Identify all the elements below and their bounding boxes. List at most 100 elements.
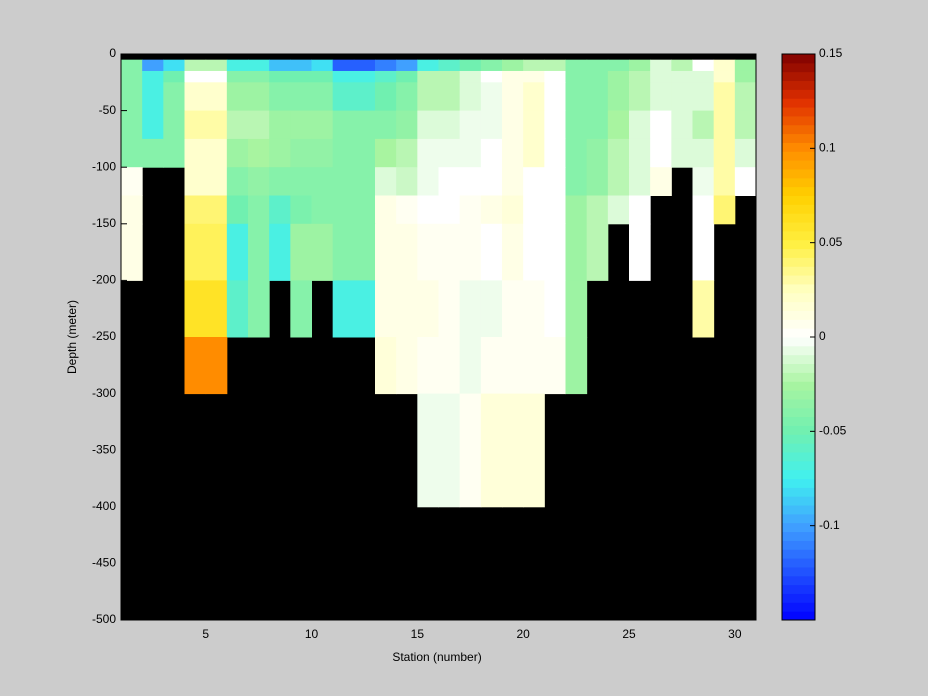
heatmap-cell: [353, 138, 376, 168]
heatmap-cell: [375, 223, 397, 281]
heatmap-cell: [713, 110, 736, 140]
heatmap-cell: [290, 167, 312, 196]
heatmap-cell: [269, 110, 291, 140]
heatmap-cell: [248, 280, 270, 338]
heatmap-cell: [459, 223, 482, 281]
heatmap-cell: [163, 138, 185, 168]
y-tick-label: -300: [92, 386, 116, 400]
colorbar-step: [782, 337, 815, 347]
heatmap-cell: [544, 59, 566, 72]
heatmap-cell: [121, 195, 143, 225]
colorbar-step: [782, 195, 815, 205]
heatmap-cell: [396, 70, 418, 83]
colorbar-step: [782, 584, 815, 594]
heatmap-cell: [480, 195, 503, 225]
colorbar-step: [782, 89, 815, 99]
heatmap-cell: [692, 167, 715, 196]
heatmap-cell: [417, 393, 439, 508]
heatmap-cell: [565, 337, 588, 395]
heatmap-cell: [734, 82, 757, 112]
colorbar-step: [782, 54, 815, 64]
heatmap-cell: [650, 138, 672, 168]
heatmap-cell: [121, 110, 143, 140]
heatmap-cell: [311, 223, 334, 281]
heatmap-cell: [502, 337, 524, 395]
heatmap-cell: [396, 337, 418, 395]
heatmap-cell: [375, 110, 397, 140]
heatmap-cell: [311, 59, 334, 72]
heatmap-cell: [353, 110, 376, 140]
heatmap-cell: [692, 138, 715, 168]
heatmap-cell: [523, 82, 545, 112]
colorbar-step: [782, 416, 815, 426]
heatmap-cell: [269, 70, 291, 83]
colorbar-step: [782, 275, 815, 285]
colorbar-step: [782, 160, 815, 170]
y-tick-label: -400: [92, 499, 116, 513]
heatmap-cell: [438, 167, 461, 196]
colorbar-step: [782, 513, 815, 524]
heatmap-cell: [417, 59, 439, 72]
heatmap-cell: [544, 167, 566, 196]
heatmap-cell: [607, 110, 630, 140]
colorbar-step: [782, 319, 815, 329]
heatmap-cell: [629, 167, 651, 196]
heatmap-cell: [480, 280, 503, 338]
heatmap-cell: [142, 138, 164, 168]
heatmap-cell: [184, 82, 207, 112]
x-tick-label: 5: [202, 627, 209, 641]
heatmap-cell: [502, 70, 524, 83]
heatmap-cell: [544, 223, 566, 281]
y-tick-label: -200: [92, 273, 116, 287]
heatmap-cell: [692, 70, 715, 83]
heatmap-cell: [332, 70, 355, 83]
colorbar-step: [782, 460, 815, 471]
heatmap-cell: [226, 223, 249, 281]
heatmap-cell: [438, 70, 461, 83]
heatmap-cell: [205, 138, 228, 168]
heatmap-cell: [523, 195, 545, 225]
heatmap-cell: [523, 167, 545, 196]
heatmap-cell: [565, 59, 588, 72]
heatmap-cell: [523, 337, 545, 395]
colorbar-step: [782, 390, 815, 400]
heatmap-cell: [417, 70, 439, 83]
heatmap-cell: [459, 195, 482, 225]
heatmap-cell: [629, 59, 651, 72]
colorbar-step: [782, 372, 815, 382]
heatmap-cell: [650, 59, 672, 72]
heatmap-cell: [607, 195, 630, 225]
heatmap-cell: [121, 167, 143, 196]
heatmap-cell: [248, 70, 270, 83]
heatmap-cell: [502, 393, 524, 508]
heatmap-cell: [121, 138, 143, 168]
heatmap-cell: [353, 280, 376, 338]
heatmap-cell: [269, 195, 291, 225]
heatmap-cell: [353, 59, 376, 72]
heatmap-cell: [692, 82, 715, 112]
heatmap-cell: [311, 110, 334, 140]
colorbar-step: [782, 98, 815, 108]
heatmap-cell: [184, 195, 207, 225]
heatmap-cell: [629, 223, 651, 281]
heatmap-cell: [205, 337, 228, 395]
heatmap-cell: [607, 82, 630, 112]
heatmap-cell: [671, 82, 693, 112]
heatmap-cell: [290, 110, 312, 140]
heatmap-cell: [290, 59, 312, 72]
heatmap-cell: [269, 59, 291, 72]
heatmap-cell: [523, 59, 545, 72]
heatmap-cell: [586, 167, 609, 196]
heatmap-cell: [544, 195, 566, 225]
colorbar-step: [782, 257, 815, 267]
heatmap-cell: [332, 223, 355, 281]
x-tick-label: 20: [516, 627, 530, 641]
heatmap-cell: [205, 195, 228, 225]
heatmap-cell: [629, 70, 651, 83]
heatmap-cell: [269, 167, 291, 196]
heatmap-cell: [629, 195, 651, 225]
heatmap-cell: [396, 223, 418, 281]
heatmap-cell: [586, 195, 609, 225]
heatmap-cell: [353, 223, 376, 281]
colorbar-step: [782, 345, 815, 356]
